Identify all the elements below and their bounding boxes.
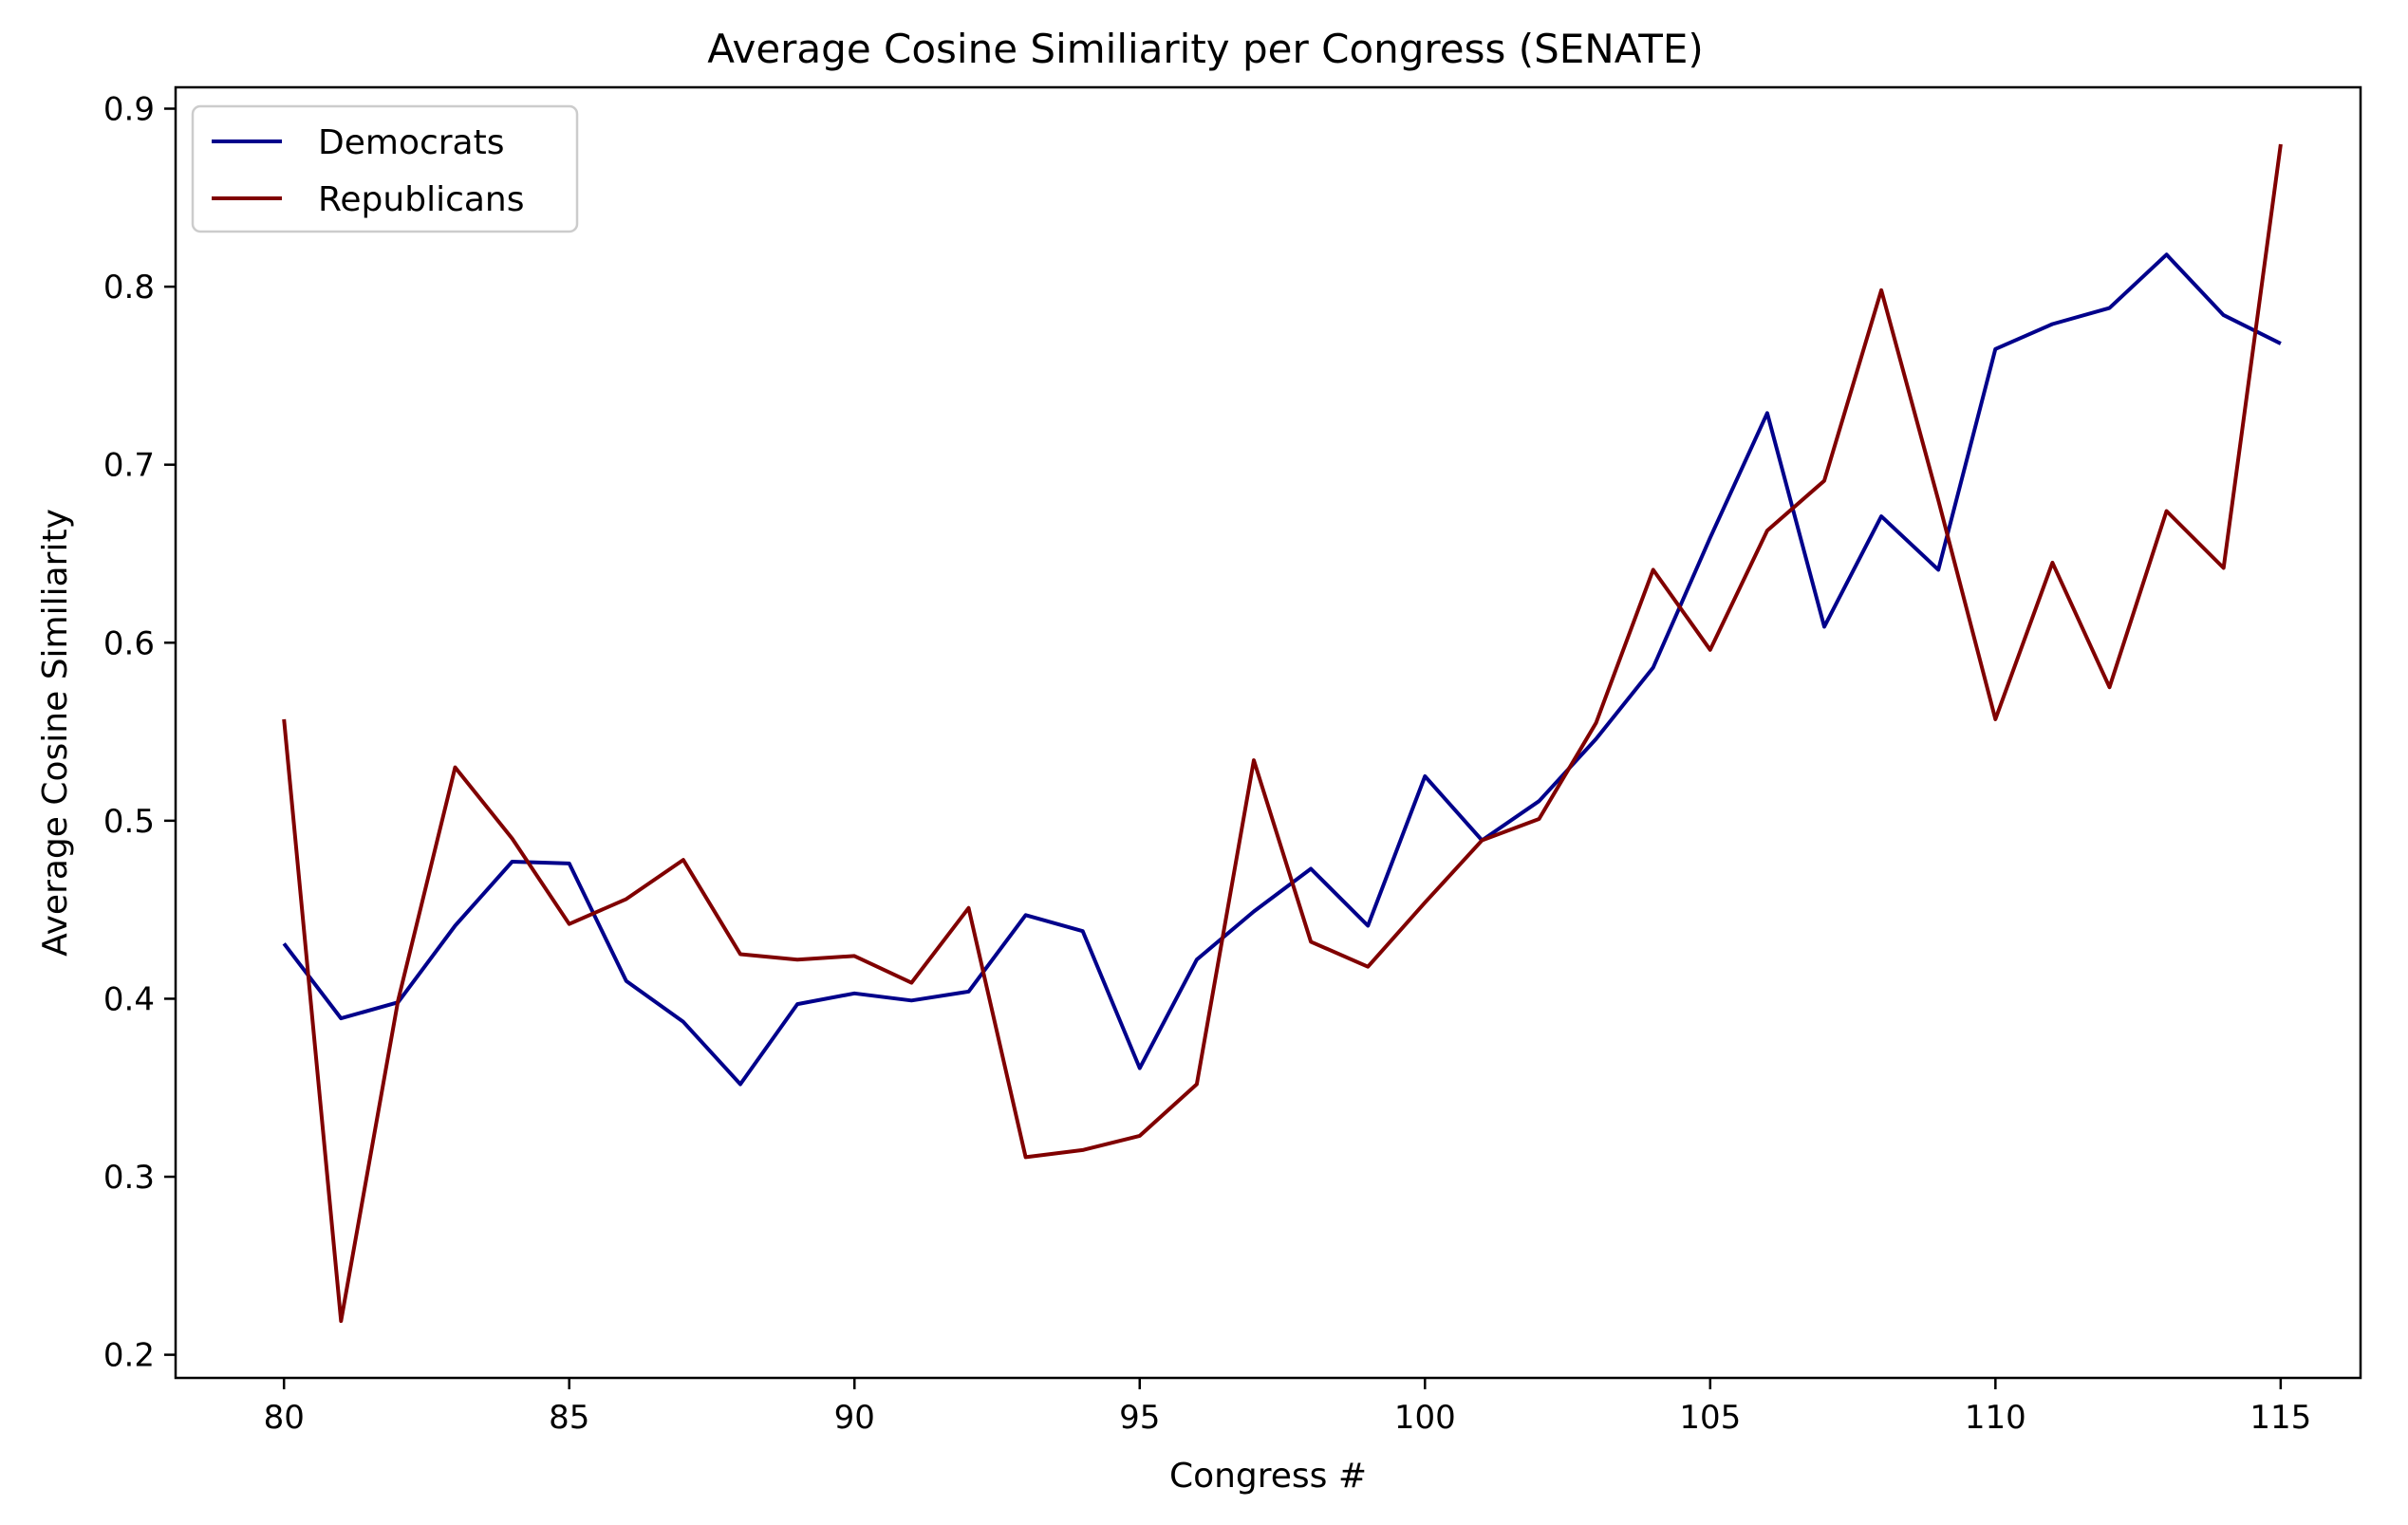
legend: Democrats Republicans [191,104,579,233]
x-tick-label: 100 [1394,1399,1456,1437]
series-layer [282,143,2283,1323]
y-tick-label: 0.8 [103,269,155,307]
y-tick-label: 0.9 [103,91,155,129]
x-tick-label: 110 [1965,1399,2026,1437]
chart-title: Average Cosine Similiarity per Congress … [707,26,1704,72]
y-tick-label: 0.3 [103,1159,155,1197]
plot-frame [174,85,2362,1380]
x-tick-label: 80 [264,1399,305,1437]
y-tick-label: 0.7 [103,447,155,485]
x-tick-label: 115 [2249,1399,2311,1437]
x-tick-label: 90 [834,1399,875,1437]
y-tick-label: 0.2 [103,1337,155,1375]
x-tick-label: 105 [1679,1399,1741,1437]
y-tick-label: 0.4 [103,980,155,1018]
y-tick-label: 0.6 [103,624,155,662]
legend-label-democrats: Democrats [318,123,505,162]
y-tick-label: 0.5 [103,803,155,841]
x-axis-label: Congress # [1169,1457,1367,1496]
x-axis: 80 85 90 95 100 105 110 115 [264,1378,2311,1437]
legend-box [191,104,579,233]
y-axis-label: Average Cosine Similiarity [36,509,75,957]
series-line-republicans [282,143,2283,1323]
legend-label-republicans: Republicans [318,180,525,219]
x-tick-label: 85 [549,1399,589,1437]
y-axis: 0.2 0.3 0.4 0.5 0.6 0.7 0.8 0.9 [103,91,176,1375]
x-tick-label: 95 [1119,1399,1160,1437]
